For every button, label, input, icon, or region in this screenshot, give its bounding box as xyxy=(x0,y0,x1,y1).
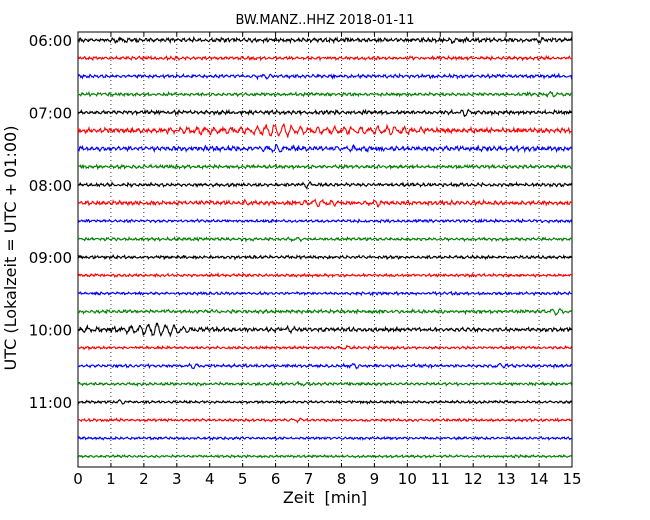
x-axis-label: Zeit [min] xyxy=(283,488,367,507)
y-tick-label: 08:00 xyxy=(29,177,72,195)
x-tick-labels: 0 1 2 3 4 5 6 7 8 9 10 11 12 13 14 15 xyxy=(73,470,581,488)
trace-0830 xyxy=(77,218,573,224)
chart-title: BW.MANZ..HHZ 2018-01-11 xyxy=(235,13,414,28)
trace-0600 xyxy=(77,35,573,45)
trace-1115 xyxy=(77,417,573,424)
trace-0615 xyxy=(77,54,573,62)
plot-area-frame xyxy=(77,31,573,468)
x-tick-label: 12 xyxy=(464,470,483,488)
trace-1000 xyxy=(77,322,573,338)
x-tick-label: 13 xyxy=(497,470,516,488)
seismic-traces xyxy=(77,35,573,459)
x-tick-label: 1 xyxy=(106,470,116,488)
x-tick-label: 15 xyxy=(562,470,581,488)
y-tick-label: 11:00 xyxy=(29,394,72,412)
trace-0930 xyxy=(77,290,573,297)
x-tick-label: 4 xyxy=(205,470,215,488)
x-tick-label: 11 xyxy=(431,470,450,488)
trace-0700 xyxy=(77,108,573,118)
x-tick-label: 8 xyxy=(337,470,347,488)
trace-0915 xyxy=(77,271,573,279)
grid-lines xyxy=(110,32,540,467)
x-tick-label: 2 xyxy=(139,470,149,488)
x-tick-label: 9 xyxy=(370,470,380,488)
trace-0815 xyxy=(77,198,573,208)
trace-0715 xyxy=(77,123,573,138)
x-tick-label: 14 xyxy=(530,470,549,488)
trace-1145 xyxy=(77,453,573,459)
y-tick-label: 06:00 xyxy=(29,32,72,50)
trace-0645 xyxy=(77,90,573,98)
x-tick-label: 3 xyxy=(172,470,182,488)
y-tick-label: 09:00 xyxy=(29,249,72,267)
x-tick-label: 0 xyxy=(73,470,83,488)
trace-1030 xyxy=(77,362,573,370)
trace-1100 xyxy=(77,399,573,406)
x-tick-label: 10 xyxy=(398,470,417,488)
trace-0745 xyxy=(77,163,573,171)
x-tick-label: 5 xyxy=(238,470,248,488)
y-axis-label: UTC (Lokalzeit = UTC + 01:00) xyxy=(1,126,20,371)
y-tick-label: 07:00 xyxy=(29,104,72,122)
y-tick-label: 10:00 xyxy=(29,322,72,340)
trace-0945 xyxy=(77,307,573,317)
trace-1045 xyxy=(77,380,573,388)
trace-0800 xyxy=(77,180,573,190)
x-tick-label: 7 xyxy=(304,470,314,488)
trace-0730 xyxy=(77,143,573,154)
trace-0630 xyxy=(77,72,573,81)
trace-0845 xyxy=(77,235,573,243)
x-tick-label: 6 xyxy=(271,470,281,488)
trace-0900 xyxy=(77,253,573,261)
y-tick-labels: 06:00 07:00 08:00 09:00 10:00 11:00 xyxy=(29,32,72,412)
axis-ticks xyxy=(77,32,573,467)
trace-1130 xyxy=(77,435,573,441)
trace-1015 xyxy=(77,344,573,351)
